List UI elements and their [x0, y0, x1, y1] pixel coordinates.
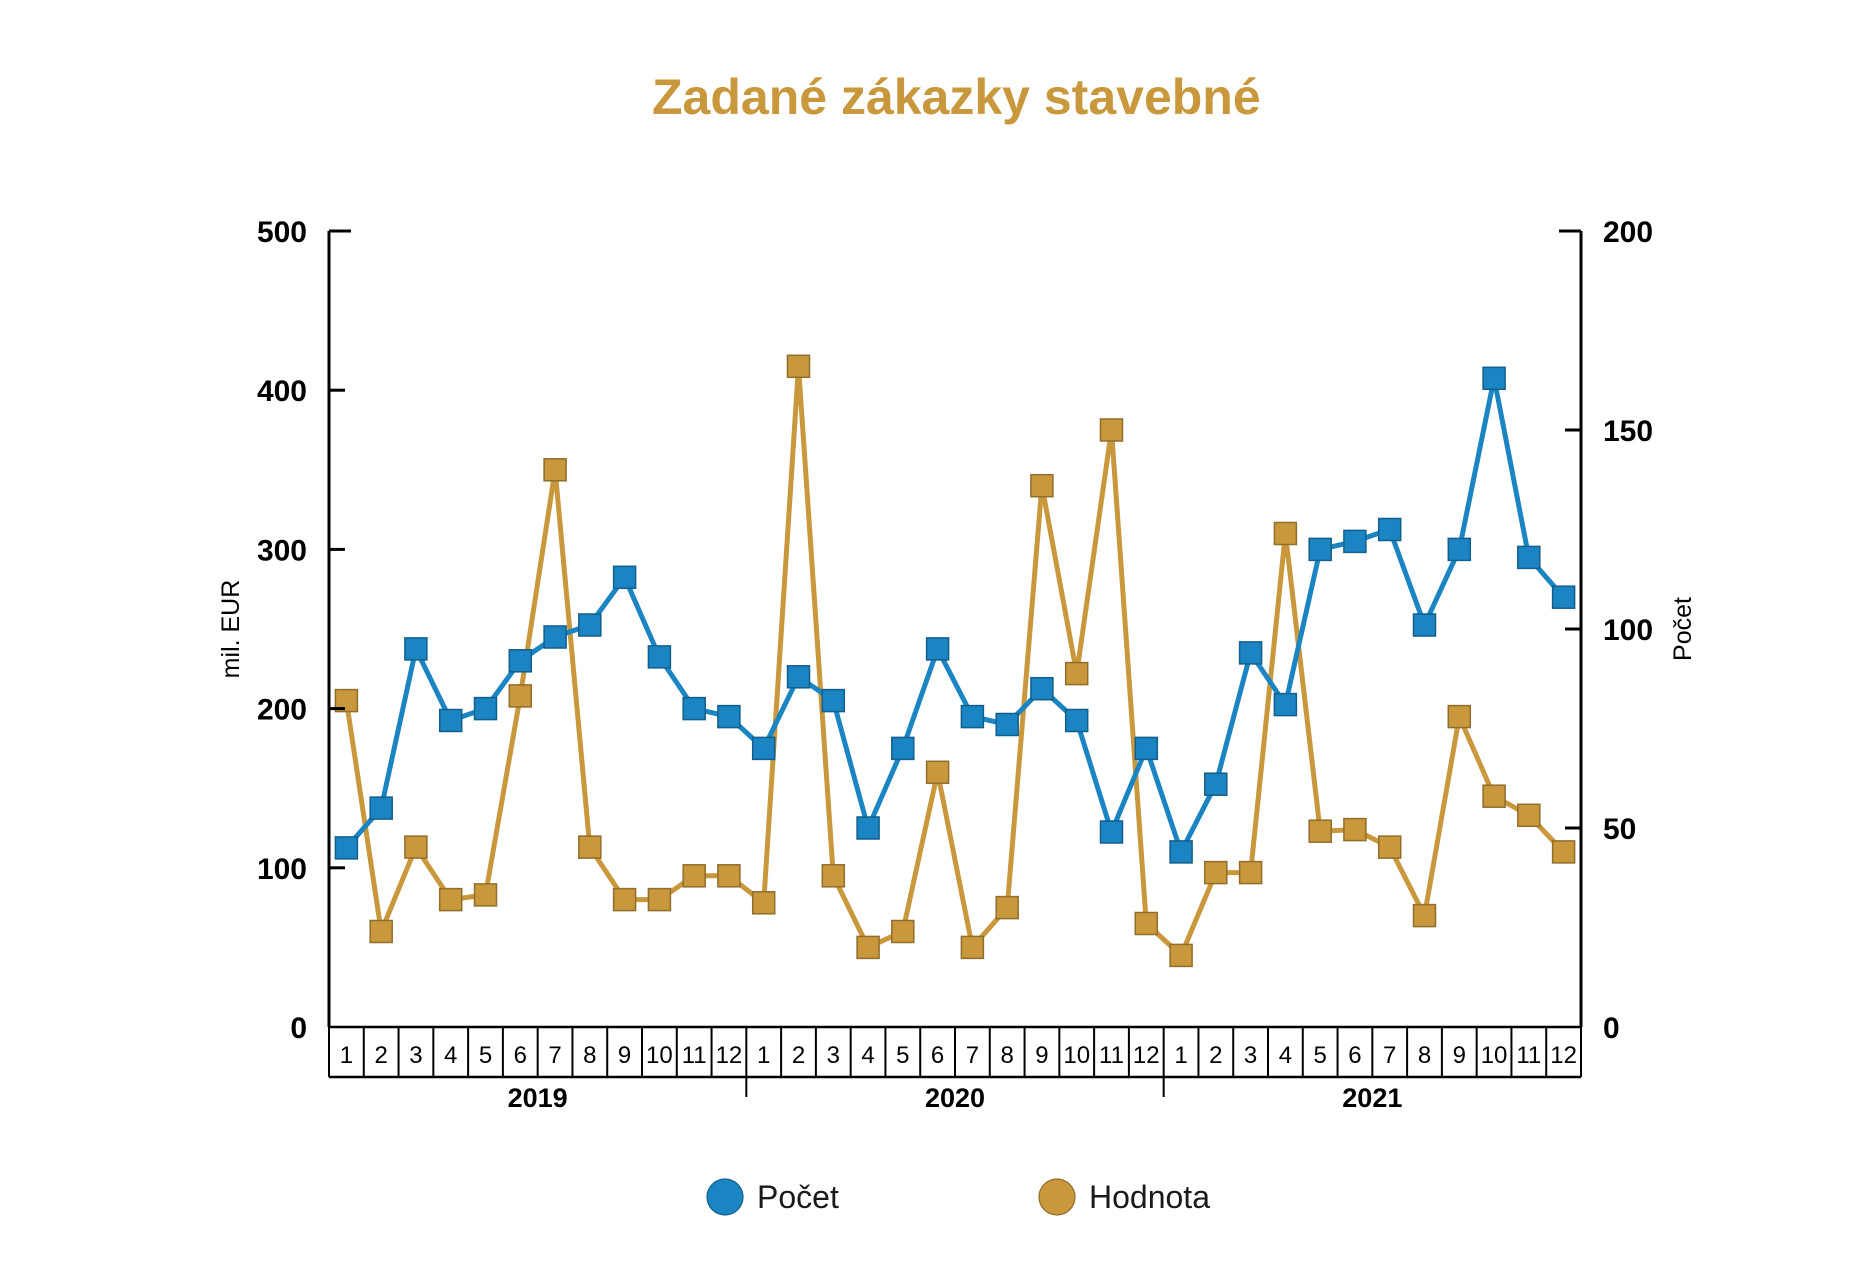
svg-text:5: 5 [896, 1042, 909, 1069]
svg-text:7: 7 [1383, 1042, 1396, 1069]
svg-text:10: 10 [1481, 1042, 1508, 1069]
svg-text:150: 150 [1603, 415, 1653, 448]
svg-text:2: 2 [1209, 1042, 1222, 1069]
svg-text:4: 4 [444, 1042, 457, 1069]
svg-text:100: 100 [1603, 614, 1653, 647]
svg-text:5: 5 [479, 1042, 492, 1069]
svg-text:200: 200 [1603, 216, 1653, 249]
svg-text:11: 11 [1099, 1042, 1124, 1069]
svg-text:3: 3 [1244, 1042, 1257, 1069]
svg-text:50: 50 [1603, 813, 1636, 846]
svg-text:2020: 2020 [925, 1083, 985, 1113]
svg-text:2: 2 [374, 1042, 387, 1069]
svg-text:4: 4 [1279, 1042, 1292, 1069]
svg-text:1: 1 [340, 1042, 353, 1069]
svg-text:2021: 2021 [1342, 1083, 1402, 1113]
svg-text:2: 2 [792, 1042, 805, 1069]
svg-text:9: 9 [1453, 1042, 1466, 1069]
svg-text:400: 400 [257, 375, 307, 408]
svg-text:5: 5 [1313, 1042, 1326, 1069]
svg-text:1: 1 [1174, 1042, 1187, 1069]
svg-text:300: 300 [257, 534, 307, 567]
svg-text:11: 11 [1516, 1042, 1541, 1069]
svg-text:6: 6 [931, 1042, 944, 1069]
svg-text:Hodnota: Hodnota [1089, 1179, 1210, 1215]
svg-text:8: 8 [1000, 1042, 1013, 1069]
svg-text:9: 9 [1035, 1042, 1048, 1069]
svg-text:6: 6 [514, 1042, 527, 1069]
svg-text:6: 6 [1348, 1042, 1361, 1069]
svg-text:12: 12 [1133, 1042, 1160, 1069]
svg-text:Počet: Počet [1669, 597, 1697, 661]
svg-text:3: 3 [827, 1042, 840, 1069]
svg-text:200: 200 [257, 694, 307, 727]
svg-text:7: 7 [966, 1042, 979, 1069]
svg-text:500: 500 [257, 216, 307, 249]
svg-text:10: 10 [646, 1042, 673, 1069]
svg-text:12: 12 [1550, 1042, 1577, 1069]
svg-text:1: 1 [757, 1042, 770, 1069]
svg-text:7: 7 [548, 1042, 561, 1069]
svg-text:0: 0 [290, 1012, 307, 1045]
svg-text:8: 8 [1418, 1042, 1431, 1069]
svg-text:3: 3 [409, 1042, 422, 1069]
svg-text:11: 11 [682, 1042, 707, 1069]
svg-text:9: 9 [618, 1042, 631, 1069]
svg-text:mil. EUR: mil. EUR [217, 580, 245, 679]
svg-text:0: 0 [1603, 1012, 1620, 1045]
svg-text:Počet: Počet [757, 1179, 839, 1215]
svg-text:4: 4 [861, 1042, 874, 1069]
svg-text:100: 100 [257, 853, 307, 886]
svg-text:12: 12 [716, 1042, 743, 1069]
svg-text:2019: 2019 [508, 1083, 568, 1113]
svg-text:8: 8 [583, 1042, 596, 1069]
svg-text:10: 10 [1063, 1042, 1090, 1069]
